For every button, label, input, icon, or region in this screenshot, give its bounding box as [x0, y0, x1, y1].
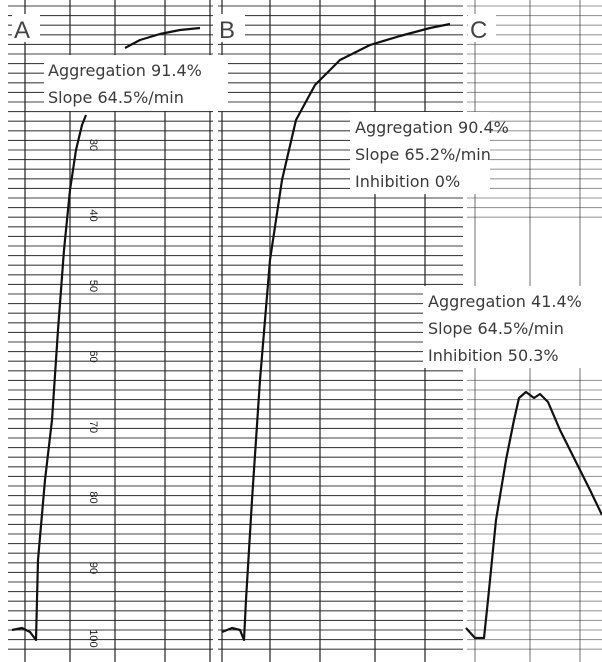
annotation: Slope 64.5%/min [428, 319, 564, 338]
annotation: Aggregation 90.4% [355, 118, 509, 137]
panel-label: B [219, 17, 235, 44]
figure: A Aggregation 91.4% Slope 64.5%/min 30 40… [0, 0, 602, 662]
panel-b: B Aggregation 90.4% Slope 65.2%/min Inhi… [217, 14, 509, 194]
annotation: Slope 64.5%/min [48, 88, 184, 107]
scale-label: 40 [87, 209, 99, 221]
scale-label: 70 [87, 421, 99, 433]
trace-a-top [125, 28, 200, 48]
scale-label: 90 [87, 562, 99, 574]
scale-label: 50 [87, 280, 99, 292]
annotation: Aggregation 41.4% [428, 292, 582, 311]
scale-label: 100 [87, 629, 99, 647]
scale-label: 60 [87, 350, 99, 362]
annotation: Inhibition 0% [355, 172, 460, 191]
annotation: Inhibition 50.3% [428, 346, 559, 365]
trace-a [12, 115, 86, 640]
panel-label: C [470, 17, 487, 44]
panel-label: A [14, 17, 30, 44]
panel-a: A Aggregation 91.4% Slope 64.5%/min 30 40… [12, 14, 228, 648]
scale-label: 30 [87, 139, 99, 151]
scale-label: 80 [87, 491, 99, 503]
annotation: Slope 65.2%/min [355, 145, 491, 164]
annotation: Aggregation 91.4% [48, 61, 202, 80]
